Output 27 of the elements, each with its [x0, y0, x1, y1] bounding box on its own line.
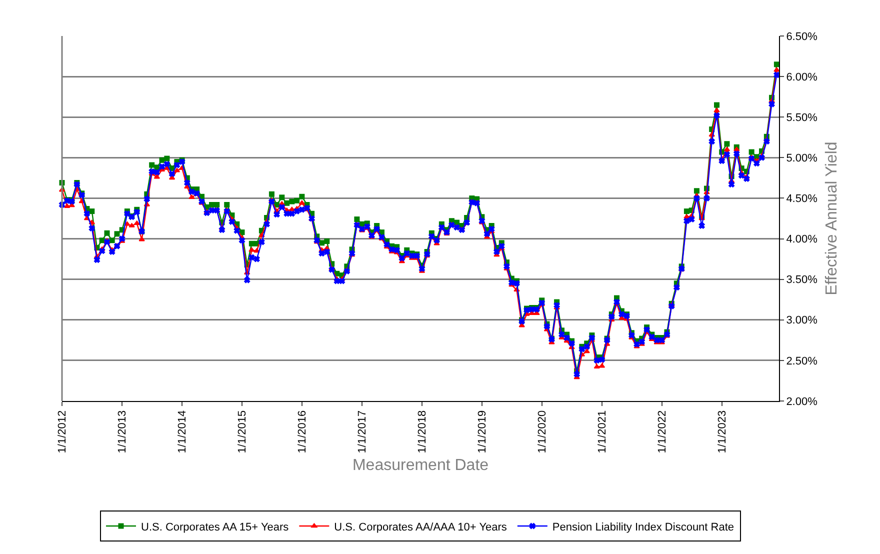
- y-tick-label: 5.00%: [786, 152, 818, 165]
- y-axis-title: Effective Annual Yield: [823, 142, 840, 296]
- x-tick-label: 1/1/2022: [656, 410, 668, 454]
- x-tick-label: 1/1/2013: [116, 410, 129, 454]
- legend-label: Pension Liability Index Discount Rate: [552, 521, 734, 534]
- y-tick-label: 6.00%: [786, 71, 818, 84]
- y-tick-label: 6.50%: [786, 30, 818, 43]
- x-tick-label: 1/1/2015: [236, 410, 249, 454]
- legend-label: U.S. Corporates AA/AAA 10+ Years: [334, 521, 508, 534]
- x-tick-label: 1/1/2017: [356, 410, 369, 454]
- x-tick-label: 1/1/2023: [716, 410, 728, 454]
- legend-label: U.S. Corporates AA 15+ Years: [141, 521, 290, 534]
- y-tick-label: 2.00%: [786, 396, 818, 408]
- x-tick-label: 1/1/2019: [476, 410, 488, 454]
- x-tick-label: 1/1/2021: [596, 410, 609, 454]
- x-tick-label: 1/1/2018: [416, 410, 429, 454]
- x-tick-label: 1/1/2014: [176, 410, 189, 454]
- x-tick-label: 1/1/2012: [56, 410, 69, 454]
- y-tick-label: 2.50%: [786, 355, 818, 368]
- y-tick-label: 4.00%: [786, 234, 818, 246]
- y-tick-label: 3.50%: [786, 274, 818, 286]
- x-tick-label: 1/1/2020: [536, 410, 548, 454]
- y-tick-label: 4.50%: [786, 193, 818, 206]
- y-tick-label: 3.00%: [786, 314, 818, 327]
- y-tick-label: 5.50%: [786, 112, 818, 124]
- x-axis-title: Measurement Date: [352, 456, 489, 474]
- x-tick-label: 1/1/2016: [296, 410, 309, 454]
